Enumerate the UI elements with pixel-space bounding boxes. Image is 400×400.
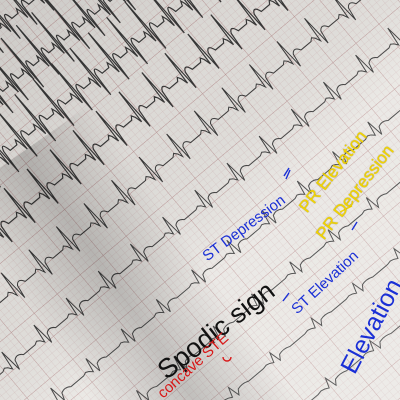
st-depression-arrow-icon: [283, 167, 291, 180]
st-elevation-arrow-icon: [351, 221, 358, 231]
st-elevation-arrow-icon-2: [282, 292, 290, 302]
concave-ste-arc-icon: [222, 356, 232, 362]
annotation-arrows: [222, 167, 358, 362]
shadow-band: [0, 103, 298, 400]
pr-depression-arrow-icon: [339, 205, 353, 213]
